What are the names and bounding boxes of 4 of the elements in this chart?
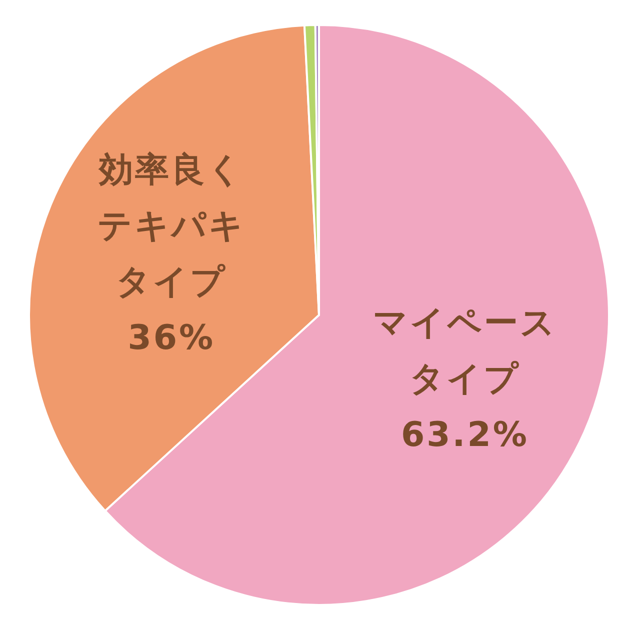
slice-label: マイペースタイプ [372,302,558,402]
slice-label: 効率良くテキパキタイプ [96,149,246,304]
data-label: 63.2% [400,414,529,458]
data-label: 36% [128,317,216,360]
